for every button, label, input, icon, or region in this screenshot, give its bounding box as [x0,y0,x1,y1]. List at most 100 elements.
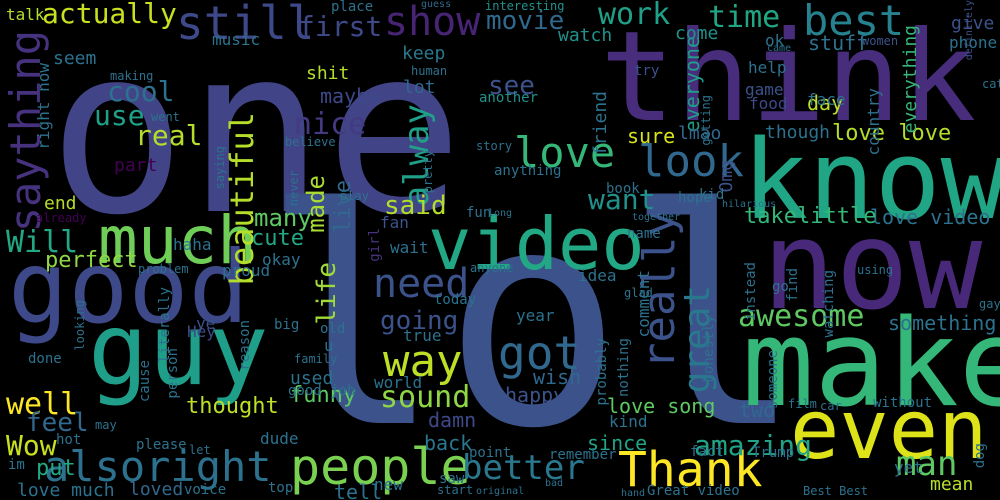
word-man: man [896,444,958,484]
word-well: well [6,387,79,422]
word-car: car [820,399,842,413]
word-kid: kid [699,187,725,203]
word-hey: Hey [187,322,216,341]
word-old: old [320,321,346,337]
word-haha: haha [173,235,212,254]
word-start: start [437,483,474,497]
word-pretty: pretty [421,150,435,194]
word-perfect: perfect [45,248,138,273]
word-please: please [136,437,187,453]
word-wait: wait [390,238,429,257]
word-much: much [98,202,257,279]
word-face: face [807,90,846,109]
word-year: year [516,306,555,325]
word-happy: happy [505,383,566,407]
word-interesting: interesting [485,0,565,13]
word-using: using [857,263,894,277]
word-anything: anything [494,163,562,179]
word-wow: Wow [6,429,57,462]
word-right-now: right now [34,63,53,150]
word-talk: talk [6,5,45,24]
word-better: better [462,448,585,488]
word-thank: Thank [618,442,763,498]
word-think: think [600,5,977,150]
word-need: need [373,261,470,307]
word-watching: watching [821,270,837,338]
word-going: going [380,306,459,336]
word-awesome: awesome [738,299,865,334]
word-put: put [36,456,76,481]
word-top: top [268,480,294,496]
word-first: first [298,10,383,43]
word-music: music [212,30,261,49]
word-funny: funny [290,383,357,408]
word-let: let [189,443,211,457]
word-glad: glad [624,286,653,300]
word-comment: comment [634,270,653,338]
word-look: look [638,136,744,187]
word-said: said [384,191,447,221]
word-honestly: honestly [701,315,717,383]
word-good-job: good job [288,383,356,399]
word-way: way [383,336,463,387]
word-dog: dog [972,443,988,469]
word-mean: mean [930,474,974,495]
word-human: human [411,64,448,78]
word-loved: loved [129,479,184,500]
word-reason: reason [237,320,253,371]
word-instead: instead [743,262,759,322]
word-see: see [488,71,535,101]
word-lmao: lmao [678,123,722,144]
word-book: book [606,181,640,197]
word-gay: gay [979,297,1000,311]
word-will: Will [6,225,79,260]
word-two: two [739,398,776,422]
word-saw: saw [439,471,465,487]
word-got: got [498,326,582,380]
word-beautiful: beautiful [223,112,261,286]
word-back: back [424,431,473,455]
word-guy: guy [88,291,269,408]
word-sound: sound [380,380,471,415]
word-girl: girl [367,228,383,262]
word-come: come [675,23,719,44]
word-cat: cat [982,77,1000,91]
word-takelittle: takelittle [744,204,877,229]
word-original: original [476,486,525,497]
word-time: time [708,0,781,35]
word-yet: yet [894,458,923,477]
word-something: something [888,311,997,335]
word-u: u [324,336,334,355]
word-best: best [803,0,905,45]
word-idea: idea [578,266,617,285]
word-show: show [384,0,481,45]
word-trump: Trump [752,445,795,461]
word-may: may [95,418,117,432]
word-love-love: love love [832,121,952,146]
word-use: use [94,99,145,132]
word-even: even [790,383,988,478]
word-want: want [588,183,656,216]
word-another: another [479,90,539,106]
word-used: used [290,368,334,389]
word-voice: voice [184,482,227,498]
word-life: life [312,262,342,325]
word-now: now [762,195,983,337]
word-cool: cool [107,75,175,108]
word-food: food [749,94,788,113]
word-sure: sure [627,124,676,148]
word-help: help [748,58,787,77]
word-wish: wish [533,365,582,389]
word-film: film [788,397,817,411]
word-movie: movie [486,6,565,36]
word-proud: proud [222,261,271,280]
word-play: play [340,189,369,203]
word-make: make [742,295,1000,434]
word-lot: lot [403,77,436,98]
word-go: go [772,279,789,295]
word-best-best: Best Best [803,484,869,498]
word-cute: cute [251,226,304,251]
word-since: since [587,431,648,455]
word-problem: problem [138,262,189,276]
